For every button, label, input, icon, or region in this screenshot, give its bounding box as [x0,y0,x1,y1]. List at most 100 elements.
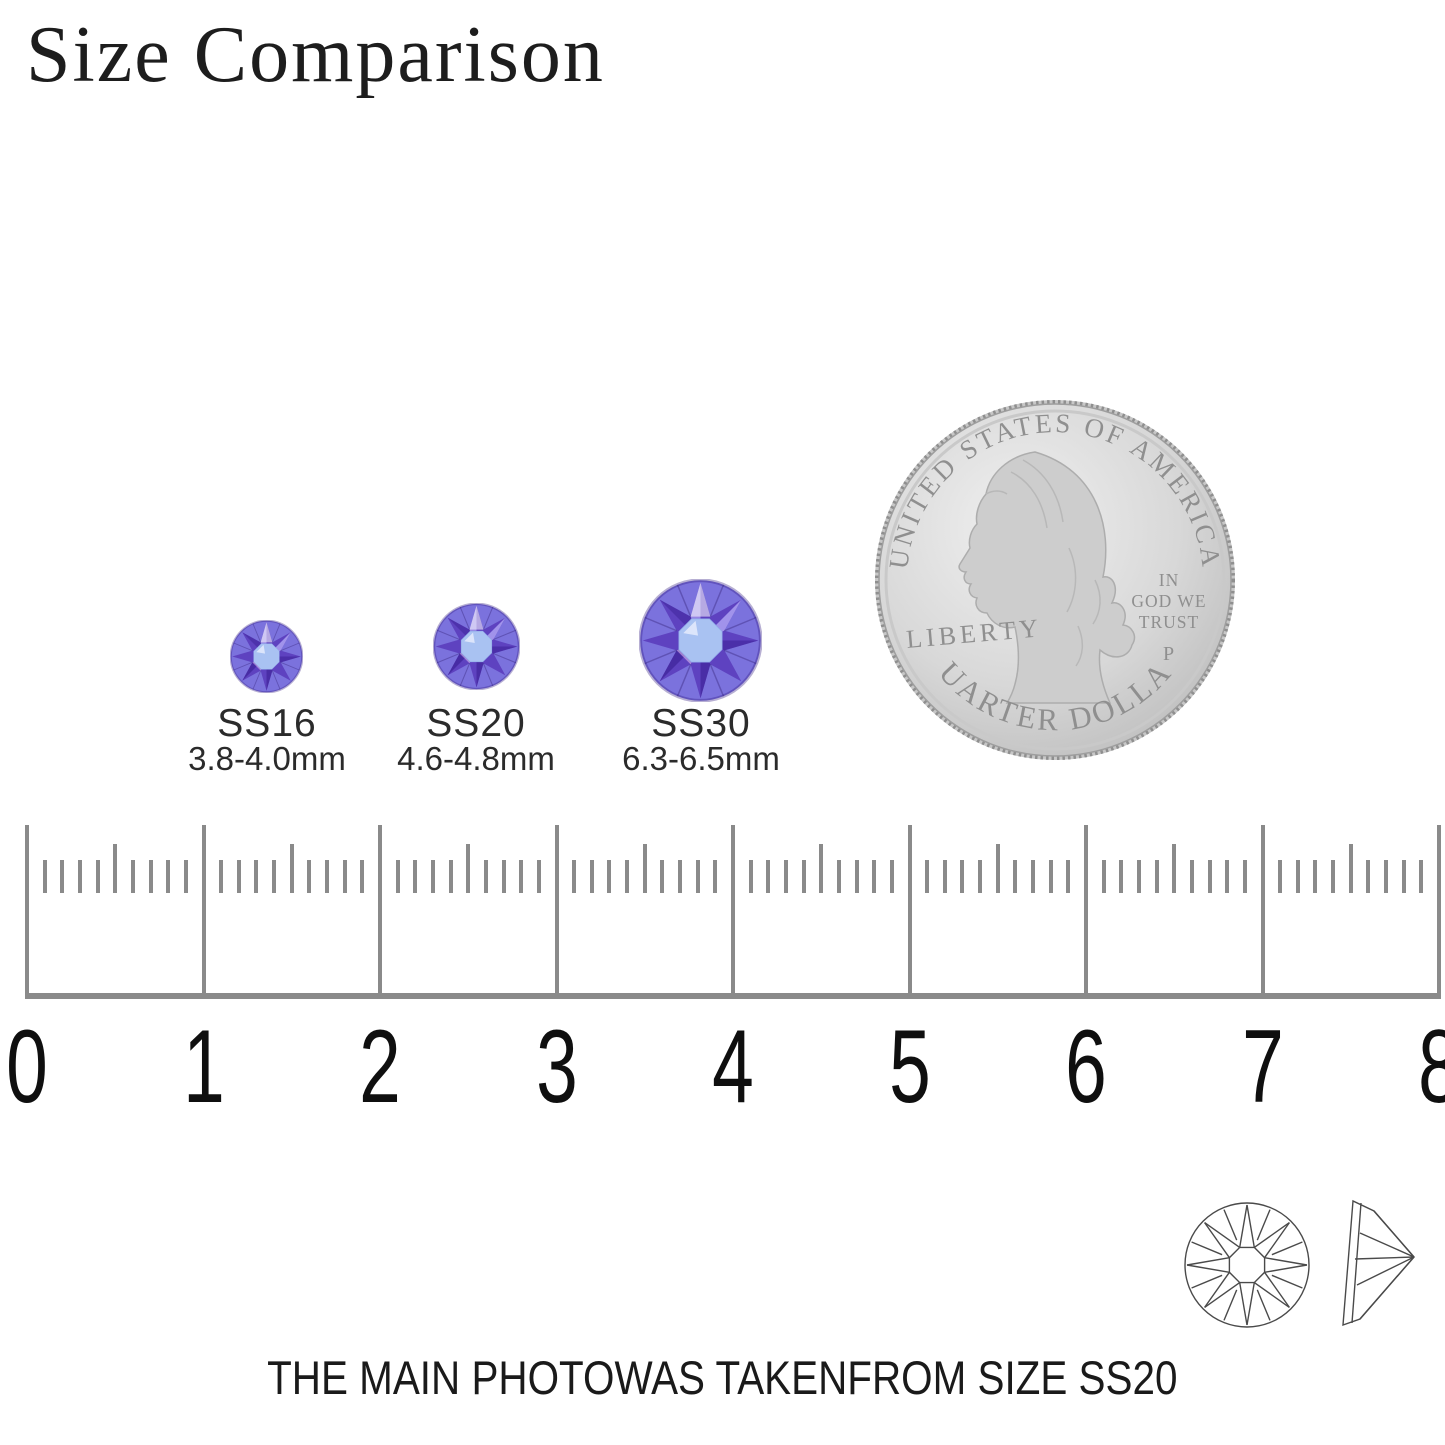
ruler-minor-tick [978,860,983,893]
ruler-minor-tick [836,860,841,893]
rhinestone-ss30-image [639,579,762,702]
stone-size-ss20: 4.6-4.8mm [397,740,555,777]
ruler-number: 8 [1396,1008,1445,1127]
ruler-minor-tick [1031,860,1036,893]
stone-size-ss30: 6.3-6.5mm [622,740,780,777]
ruler-major-tick [554,825,559,995]
stone-name-ss20: SS20 [426,702,526,745]
ruler-minor-tick [995,844,1000,893]
ruler-minor-tick [1242,860,1247,893]
ruler-minor-tick [783,860,788,893]
ruler-minor-tick [448,860,453,893]
ruler-number: 5 [888,1009,931,1125]
ruler-major-tick [907,825,912,995]
ruler-minor-tick [77,860,82,893]
gem-top-view-drawing [1184,1202,1310,1328]
ruler-number: 2 [359,1009,401,1125]
ruler-minor-tick [1295,860,1300,893]
ruler-minor-tick [1048,860,1053,893]
ruler-minor-tick [95,860,100,893]
ruler-minor-tick [360,860,365,893]
ruler-minor-tick [1313,860,1318,893]
footnote: THE MAIN PHOTOWAS TAKENFROM SIZE SS20 [0,1350,1445,1405]
quarter-coin-image: UNITED STATES OF AMERICA QUARTER DOLLAR … [873,398,1235,760]
ruler-minor-tick [713,860,718,893]
ruler-minor-tick [254,860,259,893]
ruler-minor-tick [572,860,577,893]
ruler-minor-tick [1225,860,1230,893]
ruler-minor-tick [307,860,312,893]
stone-name-ss16: SS16 [217,702,317,745]
ruler-minor-tick [854,860,859,893]
gem-side-view-drawing [1342,1199,1415,1327]
ruler-minor-tick [1119,860,1124,893]
ruler-minor-tick [219,860,224,893]
coin-motto-line2: GOD WE [1131,591,1206,611]
stone-size-ss16: 3.8-4.0mm [188,740,346,777]
ruler-number: 4 [712,1009,754,1125]
ruler-minor-tick [272,860,277,893]
ruler-minor-tick [466,844,471,893]
coin-inner-rim [884,409,1226,751]
ruler-minor-tick [642,844,647,893]
stone-name-ss30: SS30 [651,702,751,745]
page-title: Size Comparison [26,11,605,99]
ruler-minor-tick [960,860,965,893]
ruler-minor-tick [325,860,330,893]
ruler-minor-tick [42,860,47,893]
ruler-number: 1 [182,1009,225,1125]
ruler-minor-tick [166,860,171,893]
ruler-major-tick [1260,825,1265,995]
ruler-minor-tick [872,860,877,893]
coin-motto-line3: TRUST [1139,612,1199,632]
ruler-minor-tick [148,860,153,893]
gem-star-facets [1186,1204,1308,1326]
ruler: 0 1 2 3 4 5 6 78 [0,825,1445,1125]
ruler-minor-tick [1172,844,1177,893]
ruler-minor-tick [113,844,118,893]
ruler-minor-tick [1136,860,1141,893]
ruler-minor-tick [819,844,824,893]
ruler-minor-tick [413,860,418,893]
ruler-minor-tick [1154,860,1159,893]
ruler-minor-tick [695,860,700,893]
ruler-major-tick [201,825,206,995]
footnote-text: THE MAIN PHOTOWAS TAKENFROM SIZE SS20 [267,1351,1178,1404]
ruler-major-tick [1437,825,1441,995]
ruler-number: 6 [1065,1009,1107,1125]
coin-mint-mark: P [1163,643,1174,665]
ruler-minor-tick [1101,860,1106,893]
ruler-minor-tick [1278,860,1283,893]
ruler-minor-tick [60,860,65,893]
ruler-minor-tick [1348,844,1353,893]
rhinestone-ss16-image [230,620,303,693]
ruler-minor-tick [130,860,135,893]
ruler-minor-tick [925,860,930,893]
ruler-minor-tick [342,860,347,893]
ruler-number: 7 [1241,1009,1284,1125]
ruler-major-tick [731,825,735,995]
ruler-major-tick [378,825,382,995]
ruler-minor-tick [1066,860,1071,893]
ruler-minor-tick [1207,860,1212,893]
ruler-minor-tick [236,860,241,893]
coin-motto-line1: IN [1159,570,1179,590]
ruler-minor-tick [483,860,488,893]
ruler-minor-tick [1384,860,1389,893]
ruler-minor-tick [942,860,947,893]
ruler-number: 0 [6,1009,48,1125]
ruler-minor-tick [766,860,771,893]
ruler-minor-tick [607,860,612,893]
rhinestone-ss20-image [433,603,520,690]
ruler-minor-tick [289,844,294,893]
ruler-minor-tick [430,860,435,893]
ruler-minor-tick [1331,860,1336,893]
ruler-minor-tick [183,860,188,893]
ruler-minor-tick [536,860,541,893]
ruler-minor-tick [748,860,753,893]
ruler-minor-tick [1189,860,1194,893]
ruler-number: 3 [535,1009,578,1125]
gem-outline-drawings [1184,1199,1415,1328]
ruler-minor-tick [1013,860,1018,893]
